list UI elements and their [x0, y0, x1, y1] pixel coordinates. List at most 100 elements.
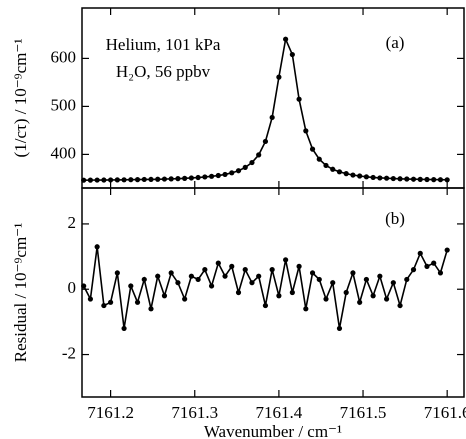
- data-point: [390, 280, 396, 286]
- data-point: [161, 293, 168, 299]
- data-point: [444, 177, 450, 183]
- data-point: [262, 302, 269, 309]
- data-point: [94, 244, 100, 250]
- data-point: [182, 175, 188, 181]
- data-point: [182, 296, 188, 302]
- data-point: [202, 174, 208, 180]
- x-tick-label: 7161.5: [340, 403, 387, 422]
- data-point: [437, 177, 444, 183]
- data-point: [94, 177, 100, 183]
- data-point: [269, 267, 275, 273]
- data-point: [87, 296, 94, 302]
- data-point: [417, 176, 423, 182]
- data-point: [336, 169, 343, 175]
- data-point: [202, 267, 208, 273]
- data-point: [383, 296, 390, 302]
- data-point: [195, 276, 201, 283]
- data-point: [128, 283, 134, 289]
- data-point: [404, 276, 410, 283]
- annotation: (a): [386, 33, 405, 52]
- data-point: [424, 176, 430, 183]
- data-point: [188, 273, 194, 279]
- y-tick-label: 400: [51, 143, 77, 162]
- data-point: [370, 293, 376, 299]
- data-point: [262, 138, 269, 145]
- data-point: [444, 247, 450, 253]
- y-tick-label: 600: [51, 47, 77, 66]
- data-point: [87, 177, 94, 183]
- data-point: [330, 280, 336, 286]
- data-point: [114, 177, 120, 183]
- data-point: [383, 175, 390, 181]
- y-axis-label: (1/cτ) / 10⁻⁹cm⁻¹: [11, 39, 30, 158]
- x-tick-label: 7161.6: [424, 403, 466, 422]
- data-point: [141, 176, 147, 183]
- data-point: [276, 74, 282, 80]
- data-point: [188, 175, 194, 181]
- data-point: [343, 289, 349, 296]
- data-point: [134, 299, 141, 305]
- data-point: [155, 176, 161, 182]
- data-point: [289, 51, 295, 58]
- data-point: [141, 276, 147, 283]
- data-point: [168, 176, 174, 182]
- data-point: [81, 177, 87, 183]
- data-point: [309, 146, 316, 152]
- data-point: [249, 159, 255, 166]
- data-point: [296, 96, 302, 102]
- data-point: [343, 171, 349, 177]
- y-tick-label: 0: [68, 278, 77, 297]
- data-point: [175, 176, 181, 182]
- data-point: [417, 250, 423, 256]
- data-point: [350, 172, 356, 178]
- data-point: [222, 171, 228, 178]
- plot-frame: [81, 187, 465, 398]
- y-tick-label: -2: [62, 343, 76, 362]
- data-point: [215, 172, 221, 179]
- data-point: [121, 177, 127, 183]
- y-axis-label: Residual / 10⁻⁹cm⁻¹: [11, 223, 30, 362]
- data-point: [101, 177, 107, 183]
- y-tick-label: 2: [68, 213, 77, 232]
- data-line: [82, 246, 448, 329]
- data-point: [269, 114, 275, 121]
- data-point: [229, 170, 235, 176]
- data-point: [148, 176, 154, 183]
- data-point: [81, 283, 87, 289]
- data-point: [195, 174, 201, 181]
- data-point: [242, 267, 248, 273]
- data-point: [316, 156, 322, 162]
- y-tick-label: 500: [51, 95, 77, 114]
- data-point: [101, 302, 107, 309]
- data-point: [283, 36, 289, 42]
- data-point: [289, 289, 295, 296]
- data-point: [316, 276, 322, 283]
- data-point: [161, 176, 168, 182]
- data-point: [242, 164, 248, 171]
- data-point: [208, 283, 215, 289]
- annotation: Helium, 101 kPa: [106, 35, 221, 54]
- data-point: [296, 263, 302, 269]
- data-point: [175, 280, 181, 286]
- x-tick-label: 7161.4: [256, 403, 303, 422]
- data-point: [330, 166, 336, 172]
- data-point: [431, 260, 437, 266]
- data-point: [350, 270, 356, 276]
- data-point: [229, 263, 235, 269]
- data-point: [357, 173, 363, 179]
- data-point: [256, 152, 262, 158]
- data-point: [235, 289, 242, 296]
- data-point: [363, 276, 369, 283]
- data-point: [431, 177, 437, 183]
- data-point: [377, 273, 383, 279]
- data-point: [323, 162, 329, 169]
- data-point: [424, 263, 430, 269]
- data-point: [108, 177, 114, 183]
- data-point: [357, 299, 363, 305]
- data-point: [114, 270, 120, 276]
- data-point: [168, 270, 174, 276]
- x-tick-label: 7161.2: [87, 403, 134, 422]
- data-point: [249, 280, 255, 286]
- x-axis-label: Wavenumber / cm⁻¹: [204, 422, 342, 439]
